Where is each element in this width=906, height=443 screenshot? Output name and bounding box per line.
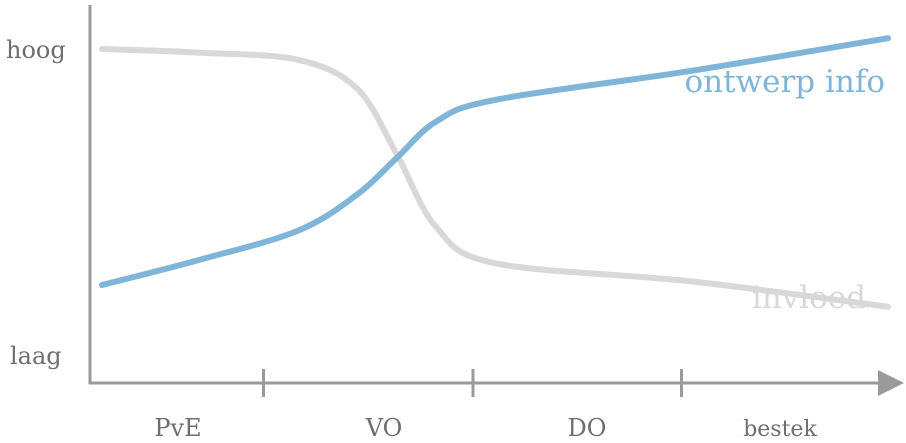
y-tick-label-low: laag [10, 342, 62, 370]
x-category-label-vo: VO [365, 414, 403, 442]
axes [88, 5, 904, 396]
series-layer [99, 35, 891, 310]
series-line-invloed [99, 46, 891, 310]
x-axis-arrowhead [878, 370, 904, 396]
x-category-label-bestek: bestek [743, 417, 817, 442]
x-category-label-pve: PvE [154, 414, 201, 442]
series-line-ontwerp-info [99, 35, 891, 288]
series-label-ontwerp-info: ontwerp info [684, 64, 885, 100]
series-label-invloed: invloed [752, 280, 866, 316]
y-tick-label-high: hoog [6, 36, 66, 64]
x-axis-ticks [262, 369, 683, 397]
x-category-label-do: DO [568, 414, 607, 442]
